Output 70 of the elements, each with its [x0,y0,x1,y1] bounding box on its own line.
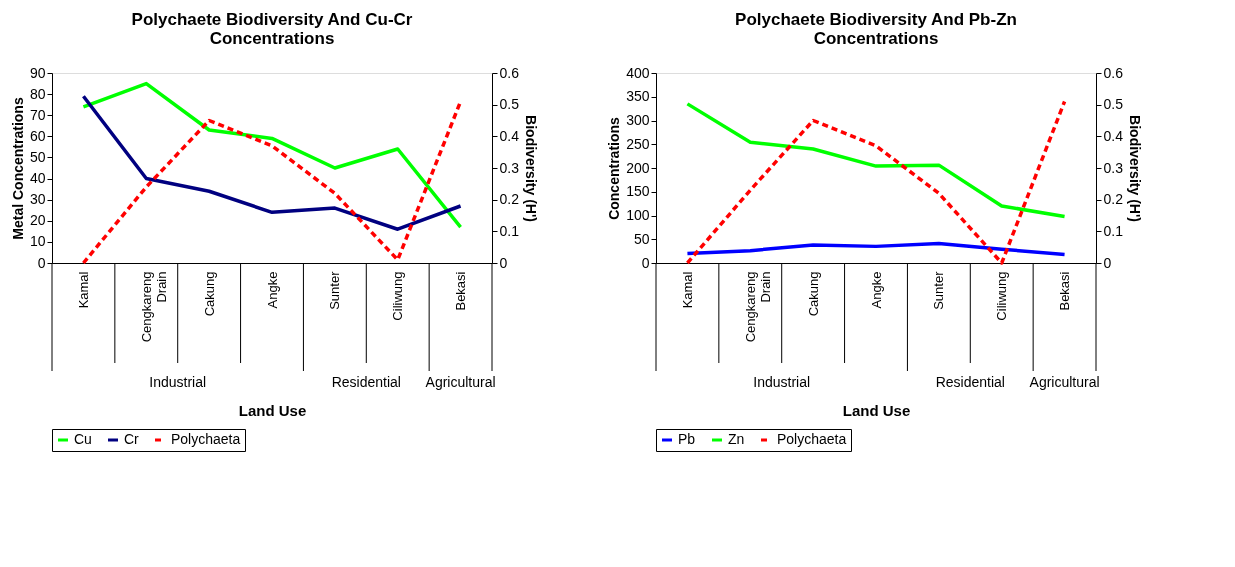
x-tick-label: Sunter [327,270,343,310]
x-tick-label: Cengkareng Drain [742,271,773,343]
y-tick-label: 60 [29,127,46,144]
y-tick-label: 0 [37,254,46,271]
y-tick-label: 40 [29,170,46,187]
x-tick-label: Angke [264,271,280,309]
legend-label: Zn [728,431,745,447]
legend-label: Polychaeta [171,431,241,447]
x-tick-label: Kamal [75,271,91,309]
x-tick-label: Cakung [201,271,217,317]
y-tick-label: 150 [626,183,650,200]
chart-title: Polychaete Biodiversity And Pb-Zn Concentrations [735,10,1017,48]
y-tick-label: 30 [29,191,46,208]
y-tick-label: 250 [626,135,650,152]
y2-tick-label: 0.5 [1103,96,1124,113]
y2-tick-label: 0.5 [499,96,520,113]
y2-tick-label: 0.1 [1103,222,1124,239]
x-tick-label: Cengkareng Drain [138,271,169,343]
y-tick-label: 400 [626,64,650,81]
x-tick-label: Cakung [805,271,821,317]
y2-tick-label: 0.4 [499,127,520,144]
y2-tick-label: 0.3 [499,159,520,176]
x-axis-title: Land Use [842,402,911,420]
line-series [685,241,1067,257]
y-tick-label: 70 [29,106,46,123]
text: Residential [935,374,1005,390]
chart-title: Polychaete Biodiversity And Cu-Cr Concentrations [131,10,413,48]
y2-tick-label: 0.4 [1103,127,1124,144]
line-series [685,99,1067,265]
y2-tick-label: 0.2 [1103,191,1124,208]
y2-tick-label: 0.3 [1103,159,1124,176]
y-tick-label: 100 [626,207,650,223]
y2-tick-label: 0.1 [499,222,520,239]
x-tick-label: Ciliwung [994,271,1010,321]
legend-label: Polychaeta [777,431,847,447]
x-tick-label: Kamal [679,271,695,309]
y-tick-label: 50 [633,230,650,247]
y2-tick-label: 0 [499,254,508,271]
y2-tick-label: 0 [1103,254,1112,271]
y-axis-title: Concentrations [606,116,623,220]
y-tick-label: 10 [29,233,46,250]
y-tick-label: 20 [29,212,46,229]
y-tick-label: 90 [29,64,46,81]
text: Agricultural [1029,374,1100,390]
line-series [685,102,1067,219]
text: Industrial [149,374,207,390]
y-tick-label: 200 [626,159,650,176]
y-tick-label: 350 [626,88,650,105]
y-tick-label: 50 [29,148,46,165]
legend-label: Pb [678,431,696,447]
x-tick-label: Bekasi [1057,271,1073,311]
y-tick-label: 0 [641,254,650,271]
x-tick-label: Ciliwung [390,271,406,321]
x-axis-title: Land Use [238,402,307,420]
x-tick-label: Bekasi [453,271,469,311]
text: Industrial [753,374,811,390]
y2-tick-label: 0.6 [1103,64,1124,81]
y-axis-title: Metal Concentrations [9,97,26,240]
y-tick-label: 300 [626,112,650,128]
y-tick-label: 80 [29,85,46,102]
text: Residential [331,374,401,390]
legend-label: Cr [124,431,140,447]
x-tick-label: Angke [868,271,884,309]
y2-axis-title: Biodiversity (H') [522,115,539,222]
legend-label: Cu [74,431,92,447]
text: Agricultural [425,374,496,390]
y2-tick-label: 0.2 [499,191,520,208]
x-tick-label: Sunter [931,270,947,310]
y2-tick-label: 0.6 [499,64,520,81]
y2-axis-title: Biodiversity (H') [1126,115,1143,222]
